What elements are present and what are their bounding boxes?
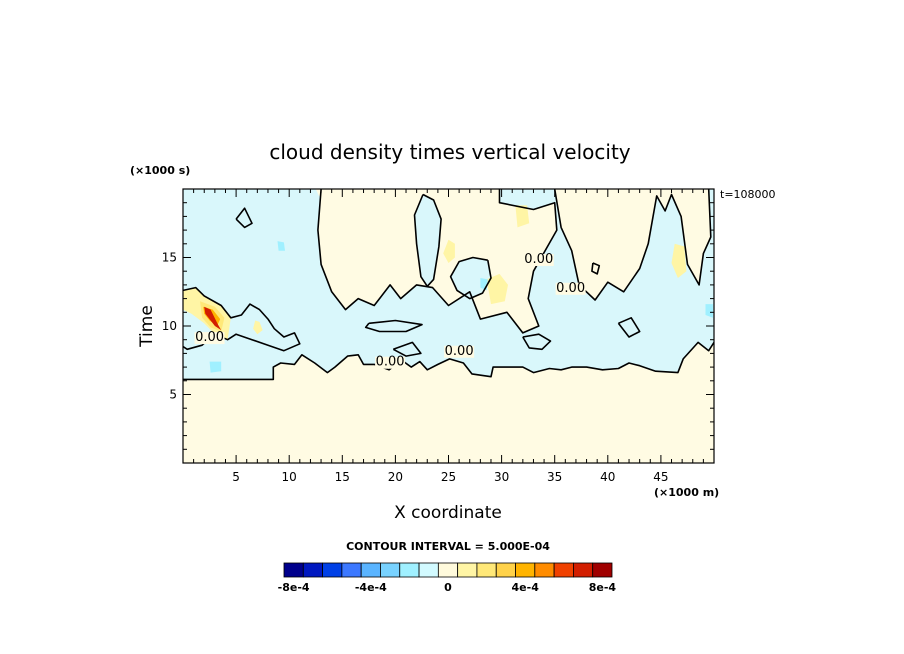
contour-label-bg-4: [194, 332, 225, 345]
colorbar-swatch-15: [573, 562, 594, 578]
zero-contour-3: [449, 256, 492, 300]
x-tick-label-20: 20: [388, 470, 403, 484]
time-stamp: t=108000: [720, 188, 776, 201]
zero-contour-0: [183, 341, 714, 381]
region-negative-3: [450, 257, 491, 299]
x-tick-label-15: 15: [335, 470, 350, 484]
colorbar-swatch-2: [322, 562, 343, 578]
contour-interval-label: CONTOUR INTERVAL = 5.000E-04: [346, 540, 550, 553]
zero-contour-2: [413, 193, 442, 288]
x-tick-label-30: 30: [494, 470, 509, 484]
x-tick-label-5: 5: [232, 470, 240, 484]
colorbar-swatch-10: [476, 562, 497, 578]
colorbar-swatch-9: [457, 562, 478, 578]
zero-contour-10: [617, 316, 641, 338]
contour-label-2: 0.00: [376, 355, 405, 370]
colorbar-swatch-12: [515, 562, 536, 578]
x-tick-label-10: 10: [282, 470, 297, 484]
colorbar-swatch-8: [437, 562, 459, 578]
y-tick-label-10: 10: [162, 319, 177, 333]
contour-label-4: 0.00: [195, 330, 224, 345]
contour-label-bg-0: [523, 253, 554, 266]
colorbar-swatch-6: [399, 562, 420, 578]
colorbar: [283, 562, 613, 578]
x-units-label: (×1000 m): [654, 486, 719, 499]
colorbar-swatch-16: [592, 562, 613, 578]
zero-contour-8: [235, 207, 253, 229]
colorbar-label-1: -4e-4: [355, 581, 387, 594]
region-negative-13: [277, 241, 285, 251]
zero-contour-4: [553, 189, 712, 301]
region-positive-10: [486, 273, 508, 305]
colorbar-swatch-14: [553, 562, 574, 578]
zero-contour-6: [364, 319, 423, 333]
colorbar-swatch-11: [495, 562, 516, 578]
colorbar-swatch-3: [341, 562, 362, 578]
colorbar-swatch-1: [302, 562, 323, 578]
colorbar-tick-labels: -8e-4 -4e-4 0 4e-4 8e-4: [278, 581, 617, 594]
region-positive-11: [515, 205, 530, 228]
y-units-label: (×1000 s): [130, 164, 190, 177]
colorbar-swatch-13: [534, 562, 555, 578]
colorbar-label-3: 4e-4: [512, 581, 540, 594]
y-axis-label: Time: [137, 305, 157, 348]
region-negative-14: [209, 361, 222, 373]
x-tick-label-25: 25: [441, 470, 456, 484]
zero-contour-7: [522, 333, 552, 351]
zero-contour-9: [591, 262, 601, 275]
y-axis-ticks: 5 10 15: [162, 202, 714, 450]
zero-contour-1: [317, 189, 558, 334]
contour-label-bg-2: [375, 356, 406, 369]
contour-labels: 0.000.000.000.000.00: [194, 252, 586, 370]
colorbar-label-0: -8e-4: [278, 581, 310, 594]
region-positive-7: [204, 306, 222, 331]
colorbar-label-2: 0: [444, 581, 452, 594]
region-positive-12: [671, 243, 687, 278]
zero-contour-11: [392, 341, 422, 357]
y-tick-label-15: 15: [162, 251, 177, 265]
region-negative-2: [414, 194, 442, 287]
region-positive-9: [443, 239, 455, 263]
colorbar-label-4: 8e-4: [589, 581, 617, 594]
contour-label-0: 0.00: [524, 252, 553, 267]
colorbar-swatch-7: [418, 562, 439, 578]
colorbar-swatch-4: [360, 562, 381, 578]
region-positive-8: [253, 320, 263, 335]
contour-label-bg-3: [555, 282, 586, 295]
contour-label-1: 0.00: [445, 344, 474, 359]
x-tick-label-35: 35: [547, 470, 562, 484]
contour-label-bg-1: [444, 345, 475, 358]
zero-contours: [183, 189, 714, 381]
colorbar-swatch-0: [283, 562, 304, 578]
region-negative-15: [705, 304, 713, 318]
contour-label-3: 0.00: [556, 281, 585, 296]
plot-area: 0.000.000.000.000.00 5 10 15 20 25 30 35 40 45 5…: [162, 188, 715, 484]
colorbar-swatch-5: [380, 562, 401, 578]
x-tick-label-40: 40: [600, 470, 615, 484]
x-axis-label: X coordinate: [394, 503, 502, 523]
x-tick-label-45: 45: [653, 470, 668, 484]
x-axis-ticks: 5 10 15 20 25 30 35 40 45: [193, 189, 704, 484]
y-tick-label-5: 5: [169, 388, 177, 402]
chart-title: cloud density times vertical velocity: [269, 140, 630, 164]
